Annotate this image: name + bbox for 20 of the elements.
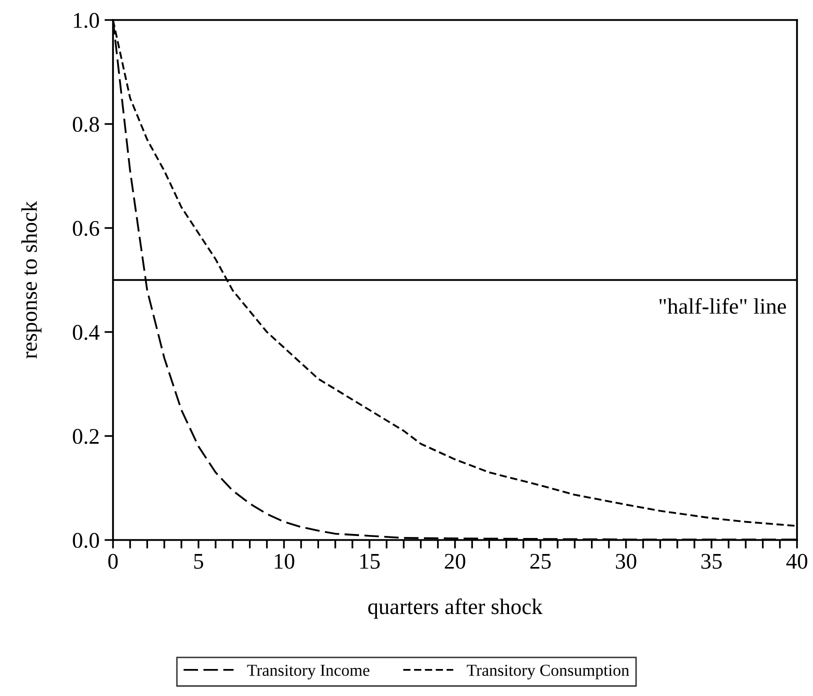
y-axis-title: response to shock [21,201,42,359]
y-tick-label: 0.4 [72,324,100,340]
x-axis-title: quarters after shock [368,598,543,619]
x-tick-label: 10 [274,554,294,569]
x-tick-label: 35 [701,554,722,569]
x-tick-label: 40 [786,554,808,569]
y-tick-label: 0.0 [72,532,99,548]
x-tick-label: 15 [360,554,380,569]
x-tick-label: 25 [530,554,551,569]
x-tick-label: 0 [108,554,118,569]
x-tick-label: 20 [444,554,466,569]
legend-label: Transitory Consumption [466,664,630,680]
x-tick-label: 30 [616,554,636,569]
legend-label: Transitory Income [247,664,370,680]
ref-line-label: "half-life" line [660,298,786,314]
y-tick-label: 0.2 [72,428,99,444]
y-tick-label: 0.8 [72,116,99,132]
x-tick-label: 5 [194,554,204,569]
y-tick-label: 0.6 [72,220,100,236]
y-tick-label: 1.0 [74,12,99,28]
